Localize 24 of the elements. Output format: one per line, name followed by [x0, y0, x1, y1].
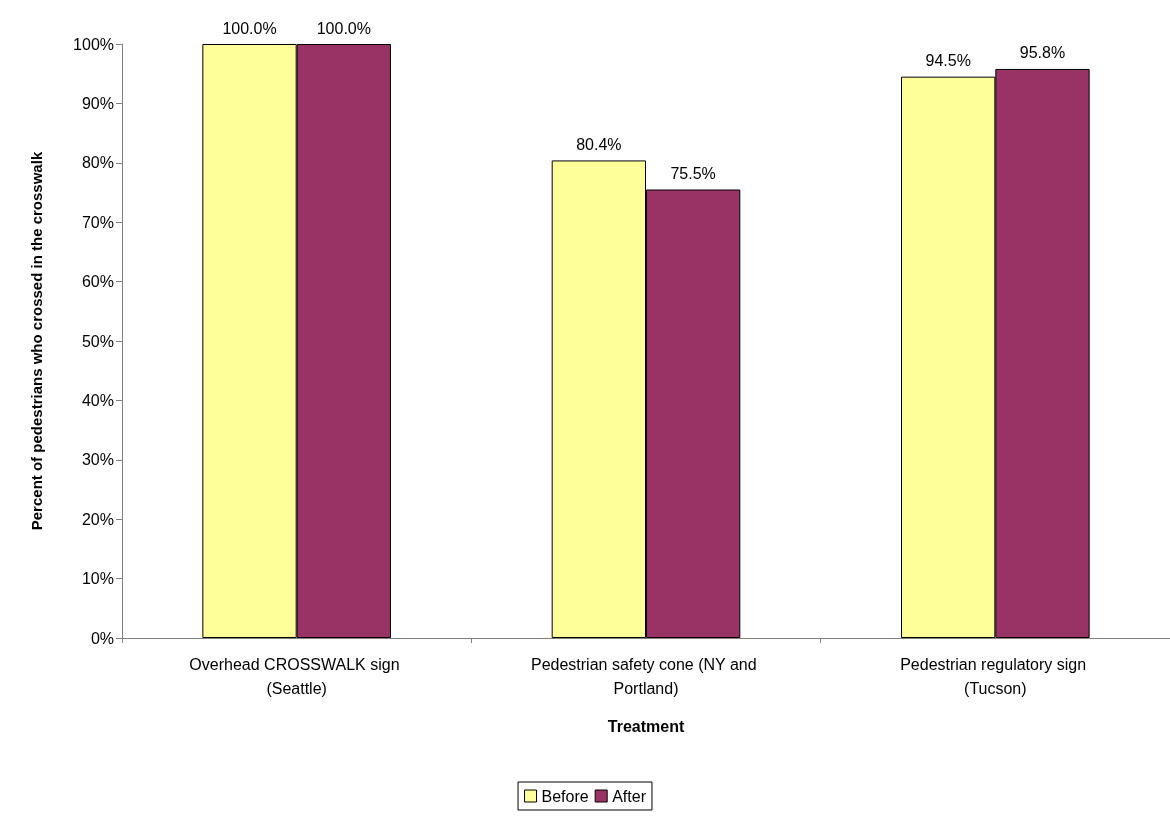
data-label: 75.5%: [670, 165, 716, 183]
legend-label: Before: [541, 787, 589, 805]
y-tick-label: 80%: [81, 154, 114, 172]
legend-label: After: [612, 787, 647, 805]
x-tick-label: Pedestrian safety cone (NY and Portland): [530, 655, 762, 697]
x-tick-label: Overhead CROSSWALK sign (Seattle): [189, 655, 404, 697]
data-label: 95.8%: [1019, 44, 1066, 62]
x-tick-label: Pedestrian regulatory sign (Tucson): [900, 655, 1091, 697]
y-tick-label: 40%: [81, 391, 114, 409]
y-tick-label: 60%: [81, 273, 114, 291]
y-axis-title: Percent of pedestrians who crossed in the crosswalk: [28, 151, 45, 531]
x-axis-title: Treatment: [607, 717, 685, 735]
data-label: 80.4%: [576, 135, 622, 153]
data-label: 100.0%: [222, 19, 277, 37]
data-label: 100.0%: [316, 19, 371, 37]
y-tick-label: 20%: [81, 510, 114, 528]
y-tick-label: 0%: [90, 629, 114, 647]
y-tick-label: 100%: [73, 35, 114, 53]
y-tick-label: 10%: [81, 570, 114, 588]
y-tick-label: 70%: [81, 213, 114, 231]
y-tick-label: 90%: [81, 94, 114, 112]
data-label: 94.5%: [925, 52, 971, 70]
y-tick-label: 30%: [81, 451, 114, 469]
y-tick-label: 50%: [81, 332, 114, 350]
